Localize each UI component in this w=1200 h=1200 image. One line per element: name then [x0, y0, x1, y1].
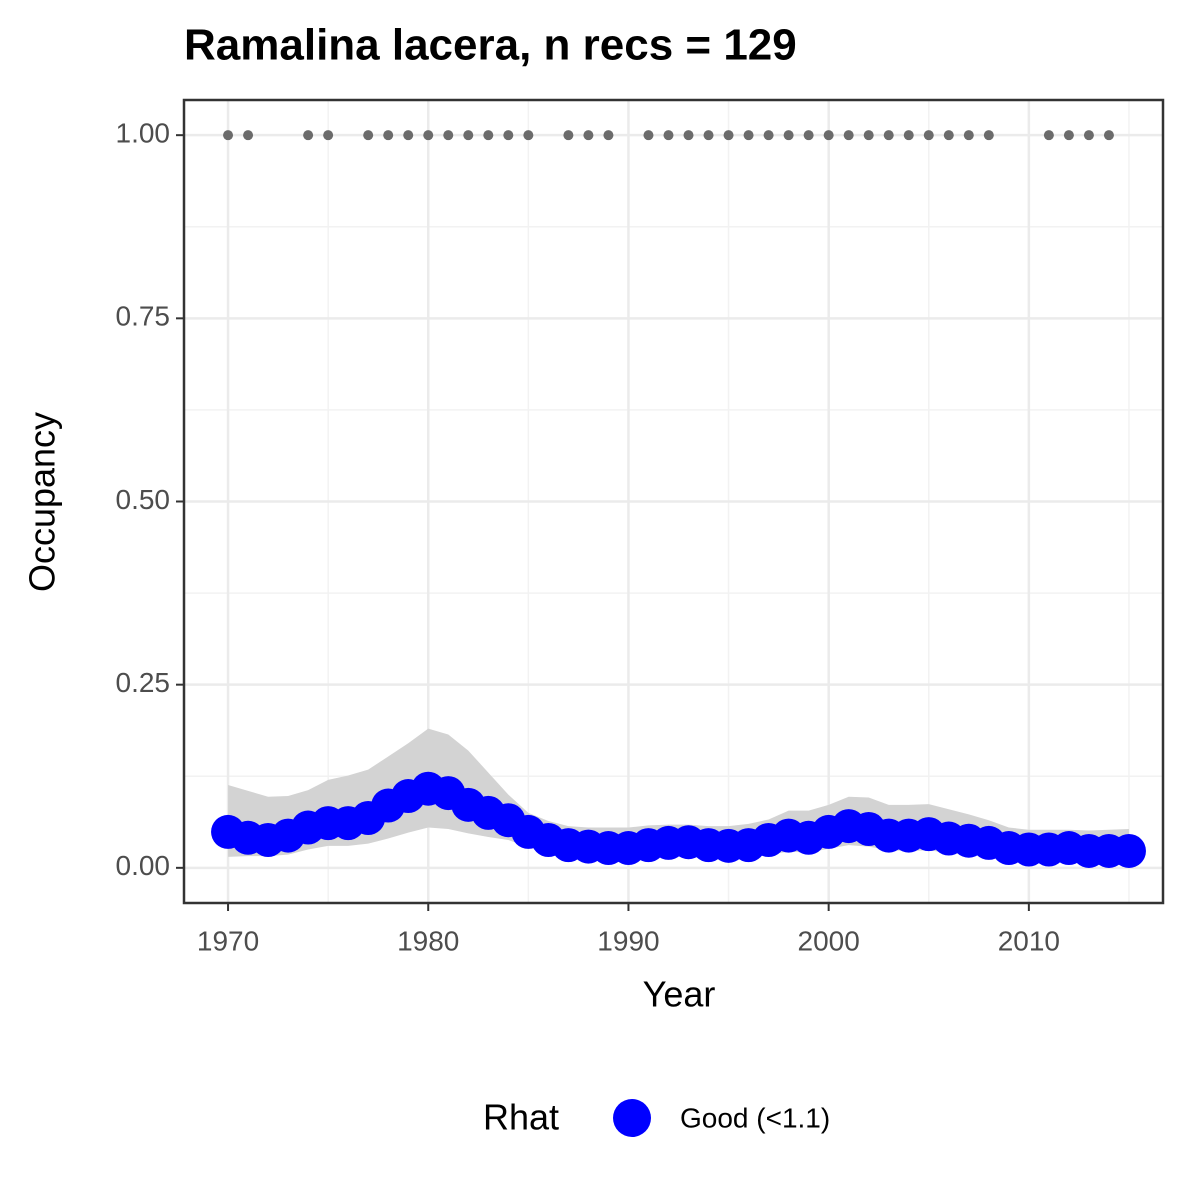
plot-border: [182, 98, 1165, 905]
record-point: [523, 130, 534, 141]
record-point: [983, 130, 994, 141]
x-tick-label: 2000: [798, 925, 860, 956]
record-point: [1103, 130, 1114, 141]
record-point: [783, 130, 794, 141]
y-tick-label: 1.00: [116, 118, 171, 149]
legend-label: Good (<1.1): [680, 1102, 830, 1133]
x-tick-label: 1990: [597, 925, 659, 956]
record-point: [243, 130, 254, 141]
y-axis-label: Occupancy: [22, 412, 63, 592]
chart-title: Ramalina lacera, n recs = 129: [184, 21, 797, 70]
record-point: [503, 130, 514, 141]
record-point: [723, 130, 734, 141]
record-point: [743, 130, 754, 141]
record-point: [943, 130, 954, 141]
record-point: [1043, 130, 1054, 141]
y-tick-label: 0.25: [116, 667, 171, 698]
record-point: [323, 130, 334, 141]
record-point: [963, 130, 974, 141]
record-point: [863, 130, 874, 141]
y-tick-label: 0.50: [116, 484, 171, 515]
record-point: [703, 130, 714, 141]
record-point: [403, 130, 414, 141]
y-tick-label: 0.00: [116, 850, 171, 881]
x-tick-label: 2010: [998, 925, 1060, 956]
record-point: [363, 130, 374, 141]
record-point: [763, 130, 774, 141]
record-point: [823, 130, 834, 141]
record-point: [663, 130, 674, 141]
x-tick-label: 1970: [197, 925, 259, 956]
legend-marker: [613, 1099, 651, 1137]
record-point: [563, 130, 574, 141]
record-point: [683, 130, 694, 141]
record-point: [383, 130, 394, 141]
occupancy-point: [1111, 833, 1146, 868]
legend-title: Rhat: [483, 1097, 559, 1138]
record-point: [443, 130, 454, 141]
record-point: [923, 130, 934, 141]
record-point: [463, 130, 474, 141]
record-point: [643, 130, 654, 141]
record-point: [303, 130, 314, 141]
record-point: [603, 130, 614, 141]
record-point: [843, 130, 854, 141]
x-axis-label: Year: [643, 974, 716, 1015]
record-point: [1063, 130, 1074, 141]
y-tick-label: 0.75: [116, 301, 171, 332]
record-point: [223, 130, 234, 141]
record-point: [883, 130, 894, 141]
x-tick-label: 1980: [397, 925, 459, 956]
record-point: [903, 130, 914, 141]
record-point: [803, 130, 814, 141]
record-point: [483, 130, 494, 141]
record-point: [583, 130, 594, 141]
record-point: [423, 130, 434, 141]
record-point: [1083, 130, 1094, 141]
